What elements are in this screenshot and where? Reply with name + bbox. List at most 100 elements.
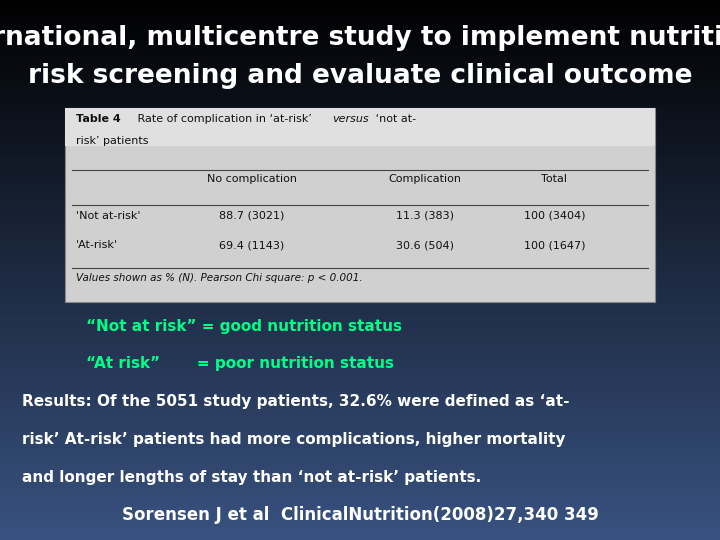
Bar [0,170,720,173]
Bar [0,167,720,170]
Bar [0,54,720,57]
Bar [0,456,720,459]
Bar [0,329,720,332]
Text: 88.7 (3021): 88.7 (3021) [220,211,284,221]
Bar [0,97,720,100]
Bar [0,138,720,140]
Bar [0,483,720,486]
Text: Table 4: Table 4 [76,114,120,125]
Bar [0,378,720,381]
Bar [0,103,720,105]
Bar [0,370,720,373]
Bar [0,205,720,208]
Bar [0,464,720,467]
Bar [0,143,720,146]
Bar [0,154,720,157]
Bar [0,16,720,19]
Bar [0,127,720,130]
Bar [0,259,720,262]
Bar [0,410,720,413]
Bar [0,38,720,40]
Bar [0,186,720,189]
Text: 11.3 (383): 11.3 (383) [396,211,454,221]
Text: International, multicentre study to implement nutritional: International, multicentre study to impl… [0,25,720,51]
Bar [0,113,720,116]
Bar [0,362,720,364]
Bar [0,116,720,119]
Bar [0,76,720,78]
Bar [0,454,720,456]
Bar [0,197,720,200]
Bar [0,402,720,405]
Bar [0,462,720,464]
Bar [0,292,720,294]
Bar [0,94,720,97]
Bar [0,159,720,162]
Bar [0,408,720,410]
Bar [0,510,720,513]
Bar [0,122,720,124]
Text: 100 (1647): 100 (1647) [523,240,585,251]
Bar [0,32,720,35]
Bar [0,308,720,310]
Bar [0,119,720,122]
Bar [0,81,720,84]
Bar [0,451,720,454]
Bar [0,478,720,481]
Bar [0,356,720,359]
Bar [0,200,720,202]
Bar [0,140,720,143]
Bar [0,470,720,472]
Bar [0,59,720,62]
Bar [0,459,720,462]
Bar [0,475,720,478]
Bar [0,57,720,59]
Bar [0,489,720,491]
Bar [0,84,720,86]
Text: and longer lengths of stay than ‘not at-risk’ patients.: and longer lengths of stay than ‘not at-… [22,470,481,485]
Bar [0,238,720,240]
Bar [0,321,720,324]
Bar [0,111,720,113]
Bar [0,49,720,51]
Bar [0,327,720,329]
Bar [0,219,720,221]
Bar [0,319,720,321]
Bar [0,481,720,483]
Bar [0,22,720,24]
Text: versus: versus [333,114,369,125]
Bar [0,3,720,5]
Bar [65,108,655,146]
Bar [0,386,720,389]
Bar [0,516,720,518]
Bar [0,151,720,154]
Bar [0,192,720,194]
FancyBboxPatch shape [65,108,655,302]
Bar [0,8,720,11]
Bar [0,181,720,184]
Bar [0,27,720,30]
Bar [0,230,720,232]
Bar [0,194,720,197]
Bar [0,316,720,319]
Bar [0,0,720,3]
Bar [0,421,720,424]
Text: ‘not at-: ‘not at- [372,114,416,125]
Text: risk screening and evaluate clinical outcome: risk screening and evaluate clinical out… [28,63,692,89]
Bar [0,92,720,94]
Bar [0,178,720,181]
Bar [0,70,720,73]
Bar [0,19,720,22]
Bar [0,367,720,370]
Text: “Not at risk” = good nutrition status: “Not at risk” = good nutrition status [86,319,402,334]
Bar [0,146,720,148]
Bar [0,14,720,16]
Bar [0,335,720,338]
Text: Values shown as % (N). Pearson Chi square: p < 0.001.: Values shown as % (N). Pearson Chi squar… [76,273,362,283]
Bar [0,343,720,346]
Bar [0,216,720,219]
Bar [0,11,720,14]
Bar [0,208,720,211]
Bar [0,89,720,92]
Text: Results: Of the 5051 study patients, 32.6% were defined as ‘at-: Results: Of the 5051 study patients, 32.… [22,394,569,409]
